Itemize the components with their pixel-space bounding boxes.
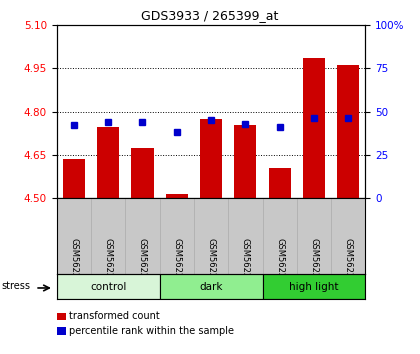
Bar: [131, 148, 154, 198]
Bar: [337, 65, 360, 198]
Text: GSM562216: GSM562216: [344, 238, 353, 289]
Bar: [200, 119, 222, 198]
Bar: [97, 127, 119, 198]
Bar: [57, 274, 160, 299]
Text: GSM562214: GSM562214: [275, 238, 284, 289]
Text: control: control: [90, 282, 126, 292]
Text: GSM562215: GSM562215: [310, 238, 318, 289]
Text: high light: high light: [289, 282, 339, 292]
Text: GSM562209: GSM562209: [104, 238, 113, 289]
Bar: [262, 274, 365, 299]
Text: transformed count: transformed count: [69, 312, 160, 321]
Text: percentile rank within the sample: percentile rank within the sample: [69, 326, 234, 336]
Text: GSM562210: GSM562210: [138, 238, 147, 289]
Bar: [234, 125, 257, 198]
Text: GDS3933 / 265399_at: GDS3933 / 265399_at: [141, 9, 279, 22]
Text: GSM562213: GSM562213: [241, 238, 250, 289]
Bar: [63, 159, 85, 198]
Bar: [268, 168, 291, 198]
Text: GSM562211: GSM562211: [172, 238, 181, 289]
Text: GSM562212: GSM562212: [207, 238, 215, 289]
Text: stress: stress: [1, 280, 30, 291]
Text: dark: dark: [200, 282, 223, 292]
Bar: [303, 58, 325, 198]
Text: GSM562208: GSM562208: [69, 238, 79, 289]
Bar: [165, 194, 188, 198]
Bar: [160, 274, 262, 299]
